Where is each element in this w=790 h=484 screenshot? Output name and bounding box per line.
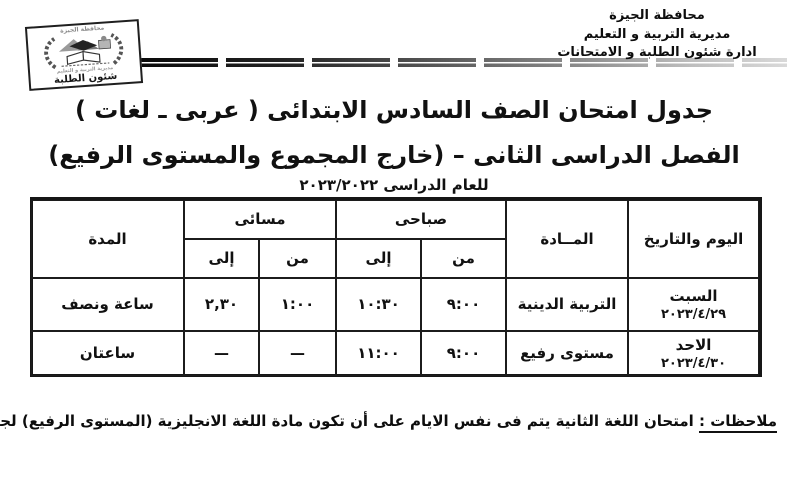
evening-from-cell: ١:٠٠ (260, 278, 337, 331)
subject-cell: التربية الدينية (507, 278, 629, 331)
day-date-cell: الاحد ٢٠٢٣/٤/٣٠ (629, 331, 760, 376)
column-group-morning: صباحى (337, 200, 507, 239)
laurel-wreath-emblem-icon (45, 33, 125, 70)
duration-cell: ساعتان (32, 331, 185, 376)
directorate-line: مديرية التربية و التعليم (584, 26, 732, 42)
duration-cell: ساعة ونصف (32, 278, 185, 331)
evening-from-cell: — (260, 331, 337, 376)
column-header-duration: المدة (32, 200, 185, 278)
evening-to-header: إلى (185, 239, 260, 278)
remarks-label: ملاحظات : (699, 412, 778, 433)
remarks-text: امتحان اللغة الثانية يتم فى نفس الايام ع… (0, 412, 695, 430)
student-affairs-stamp: محافظة الجيزة مديرية التربية و التعليم ش… (25, 19, 145, 91)
academic-year-line: للعام الدراسى ٢٠٢٣/٢٠٢٢ (300, 176, 490, 194)
remarks-note: ملاحظات : امتحان اللغة الثانية يتم فى نف… (0, 412, 778, 433)
exam-schedule-title: جدول امتحان الصف السادس الابتدائى ( عربى… (75, 96, 715, 124)
morning-to-cell: ١١:٠٠ (337, 331, 422, 376)
day-date-cell: السبت ٢٠٢٣/٤/٢٩ (629, 278, 760, 331)
morning-from-cell: ٩:٠٠ (422, 331, 507, 376)
date-value: ٢٠٢٣/٤/٢٩ (661, 306, 728, 322)
governorate-line: محافظة الجيزة (610, 8, 706, 23)
morning-to-header: إلى (337, 239, 422, 278)
evening-to-cell: — (185, 331, 260, 376)
morning-to-cell: ١٠:٣٠ (337, 278, 422, 331)
administration-header: محافظة الجيزة مديرية التربية و التعليم ا… (530, 7, 786, 63)
exam-timetable: اليوم والتاريخ المــادة صباحى مسائى المد… (31, 197, 763, 377)
subject-cell: مستوى رفيع (507, 331, 629, 376)
morning-from-cell: ٩:٠٠ (422, 278, 507, 331)
semester-subtitle: الفصل الدراسى الثانى – (خارج المجموع وال… (49, 141, 741, 169)
column-group-evening: مسائى (185, 200, 337, 239)
day-name: السبت (670, 286, 719, 305)
date-value: ٢٠٢٣/٤/٣٠ (661, 355, 728, 371)
exams-administration-line: ادارة شئون الطلبة و الامتحانات (558, 45, 758, 60)
morning-from-header: من (422, 239, 507, 278)
evening-to-cell: ٢,٣٠ (185, 278, 260, 331)
day-name: الاحد (676, 335, 713, 354)
column-header-day-date: اليوم والتاريخ (629, 200, 760, 278)
evening-from-header: من (260, 239, 337, 278)
header-divider-rule (141, 58, 788, 67)
column-header-subject: المــادة (507, 200, 629, 278)
